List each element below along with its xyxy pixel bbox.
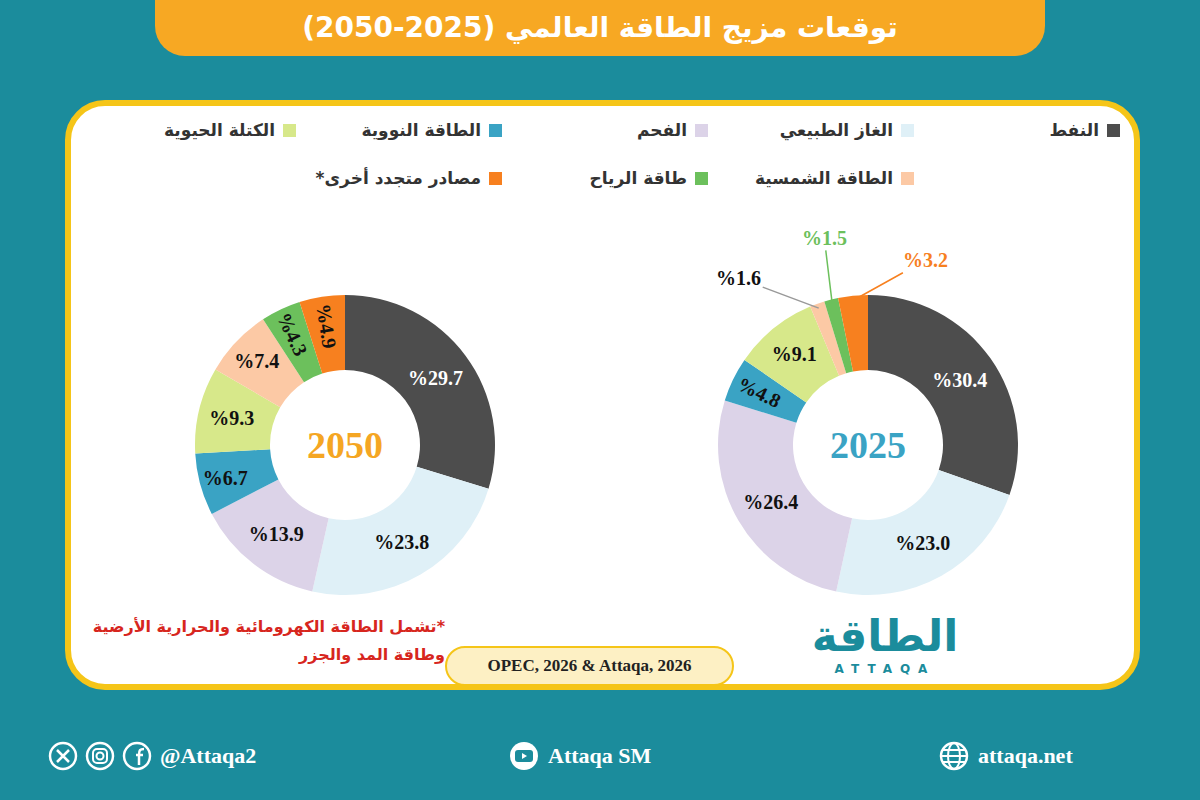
svg-text:%29.7: %29.7 — [408, 367, 463, 389]
html-text:طاقة الرياح: طاقة الرياح — [589, 168, 687, 188]
svg-text:%30.4: %30.4 — [932, 369, 987, 391]
svg-text:%7.4: %7.4 — [234, 350, 279, 372]
html-text:ATTAQA: ATTAQA — [834, 662, 936, 676]
svg-text:%4.9: %4.9 — [312, 302, 341, 350]
html-text:الفحم: الفحم — [637, 120, 687, 140]
html-text:الكتلة الحيوية: الكتلة الحيوية — [164, 120, 275, 140]
svg-text:%23.8: %23.8 — [374, 531, 429, 553]
html-text:@Attaqa2: @Attaqa2 — [160, 743, 257, 768]
svg-text:%4.8: %4.8 — [734, 372, 785, 412]
svg-text:%1.6: %1.6 — [716, 267, 761, 289]
html-text:الغاز الطبيعي: الغاز الطبيعي — [779, 120, 893, 140]
html-text:مصادر متجدد أخرى*: مصادر متجدد أخرى* — [315, 168, 481, 188]
svg-text:%3.2: %3.2 — [903, 249, 948, 271]
html-text:الطاقة الشمسية: الطاقة الشمسية — [755, 168, 893, 188]
html-text:Attaqa SM: Attaqa SM — [548, 743, 652, 768]
svg-text:%9.3: %9.3 — [209, 407, 254, 429]
svg-text:%13.9: %13.9 — [249, 523, 304, 545]
svg-text:%23.0: %23.0 — [895, 532, 950, 554]
svg-text:%4.3: %4.3 — [272, 309, 312, 360]
html-text:*تشمل الطاقة الكهرومائية والحر: *تشمل الطاقة الكهرومائية والحرارية الأرض… — [92, 617, 445, 664]
svg-text:%9.1: %9.1 — [772, 343, 817, 365]
html-text:الطاقة النووية: الطاقة النووية — [361, 120, 481, 140]
svg-text:2025: 2025 — [830, 424, 906, 466]
html-text:attaqa.net: attaqa.net — [978, 743, 1073, 768]
svg-text:%6.7: %6.7 — [203, 467, 248, 489]
html-text:توقعات مزيج الطاقة العالمي (20: توقعات مزيج الطاقة العالمي (2025-2050) — [302, 11, 898, 44]
svg-text:2050: 2050 — [307, 424, 383, 466]
html-text:OPEC, 2026 & Attaqa, 2026: OPEC, 2026 & Attaqa, 2026 — [487, 656, 692, 675]
html-text:النفط: النفط — [1049, 120, 1099, 140]
svg-text:%26.4: %26.4 — [743, 491, 798, 513]
html-text:الطاقة: الطاقة — [811, 610, 959, 661]
svg-text:%1.5: %1.5 — [802, 227, 847, 249]
